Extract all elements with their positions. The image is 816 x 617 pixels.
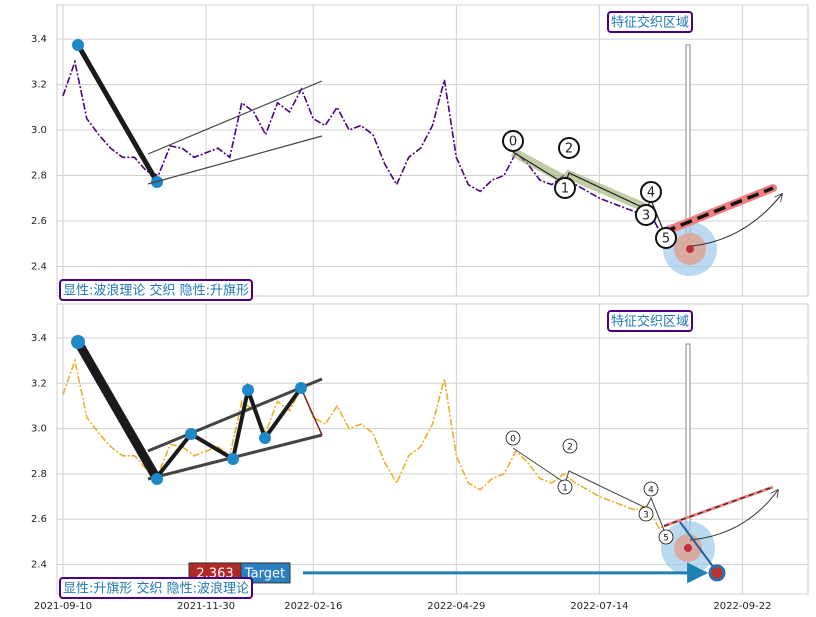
wave-marker <box>658 529 674 545</box>
x-tick-label: 2021-11-30 <box>177 601 235 612</box>
flag-path <box>155 382 303 479</box>
pattern-label-box <box>59 577 253 599</box>
target-zone <box>684 544 692 552</box>
wave-marker <box>638 506 654 522</box>
wave-marker <box>640 181 662 203</box>
pattern-label: 显性:波浪理论 交织 隐性:升旗形 <box>63 283 249 299</box>
region-label: 特征交织区域 <box>611 15 689 31</box>
wave-marker <box>635 204 657 226</box>
projection <box>663 486 774 527</box>
projection-arrow <box>691 194 782 247</box>
pattern-label-box <box>59 279 253 301</box>
x-tick-label: 2022-02-16 <box>284 601 342 612</box>
y-tick-label: 2.6 <box>31 514 47 525</box>
target-marker <box>708 564 726 582</box>
y-tick-label: 3.0 <box>31 125 47 136</box>
wave-label: 1 <box>561 182 569 197</box>
y-tick-label: 2.6 <box>31 216 47 227</box>
trend-line <box>74 339 161 482</box>
wave-path <box>512 447 665 531</box>
wave-label: 3 <box>642 209 650 224</box>
pivot-dot <box>71 335 85 349</box>
x-tick-label: 2022-07-14 <box>570 601 628 612</box>
pivot-dot <box>242 384 254 396</box>
region-label-box <box>607 11 693 33</box>
wave-label: 4 <box>648 486 654 496</box>
target-path <box>679 521 718 573</box>
wave-marker <box>554 177 576 199</box>
price-line <box>62 357 684 530</box>
wave-label: 3 <box>643 511 649 521</box>
wave-marker <box>562 438 578 454</box>
flag-path <box>300 387 323 436</box>
wave-marker <box>655 227 677 249</box>
x-tick-label: 2022-04-29 <box>427 601 485 612</box>
spike <box>685 343 691 534</box>
x-tick-label: 2022-09-22 <box>713 601 771 612</box>
wave-label: 4 <box>647 186 655 201</box>
y-tick-label: 3.0 <box>31 424 47 435</box>
trend-line <box>75 43 160 184</box>
wave-label: 5 <box>663 534 669 544</box>
wave-label: 0 <box>509 135 517 150</box>
region-label-box <box>607 310 693 332</box>
pivot-dot <box>151 473 163 485</box>
wave-label: 1 <box>562 484 568 494</box>
x-tick-label: 2021-09-10 <box>34 601 92 612</box>
wave-marker <box>643 481 659 497</box>
wave-label: 2 <box>567 443 573 453</box>
price-line <box>62 58 684 232</box>
wave-path <box>512 151 665 233</box>
y-tick-label: 3.2 <box>31 378 47 389</box>
projection <box>663 186 774 234</box>
channel-line <box>147 377 323 453</box>
wave-marker <box>557 479 573 495</box>
y-tick-label: 3.4 <box>31 333 47 344</box>
pivot-dot <box>295 382 307 394</box>
pattern-label: 显性:升旗形 交织 隐性:波浪理论 <box>63 581 249 597</box>
wave-marker <box>502 130 524 152</box>
wave-label: 5 <box>662 232 670 247</box>
y-tick-label: 2.8 <box>31 171 47 182</box>
target-label-box <box>240 562 291 584</box>
y-tick-label: 3.4 <box>31 34 47 45</box>
wave-marker <box>505 430 521 446</box>
y-tick-label: 2.4 <box>31 560 47 571</box>
y-tick-label: 3.2 <box>31 80 47 91</box>
pivot-dot <box>185 428 197 440</box>
pivot-dot <box>227 453 239 465</box>
wave-label: 2 <box>565 142 573 157</box>
pivot-dot <box>72 39 84 51</box>
region-label: 特征交织区域 <box>611 314 689 330</box>
channel-line <box>147 80 323 155</box>
channel-line <box>147 135 323 185</box>
target-zone <box>686 245 694 253</box>
wave-marker <box>558 137 580 159</box>
pivot-dot <box>259 432 271 444</box>
wave-label: 0 <box>510 435 516 445</box>
target-label: Target <box>244 566 285 581</box>
y-tick-label: 2.4 <box>31 261 47 272</box>
spike <box>685 44 691 242</box>
projection-arrow <box>689 490 778 541</box>
y-tick-label: 2.8 <box>31 469 47 480</box>
